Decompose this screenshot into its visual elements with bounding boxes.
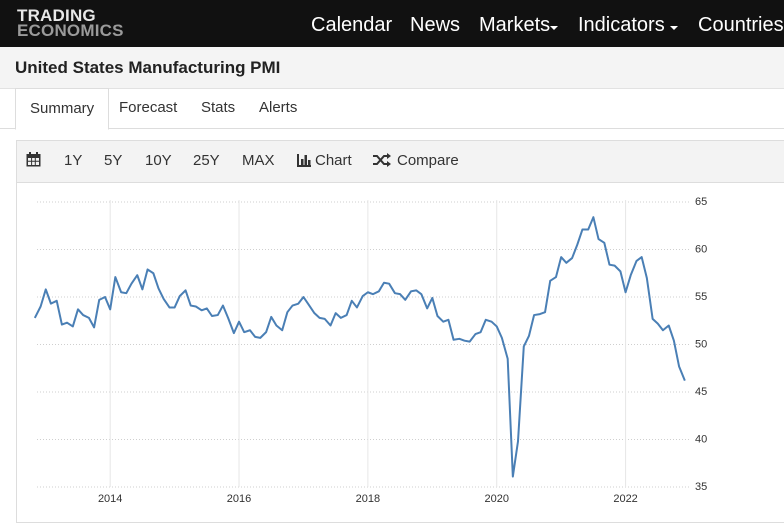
chart-button[interactable]: Chart <box>315 152 352 169</box>
x-tick-label: 2018 <box>356 493 380 505</box>
nav-item[interactable]: Indicators <box>578 14 665 36</box>
logo-bottom[interactable]: ECONOMICS <box>17 21 124 40</box>
tab[interactable]: Summary <box>15 88 110 130</box>
tab[interactable]: Alerts <box>259 99 298 116</box>
tab[interactable]: Stats <box>201 99 236 116</box>
compare-button[interactable]: Compare <box>397 152 459 169</box>
compare-icon[interactable] <box>373 153 391 167</box>
x-tick-label: 2020 <box>484 493 508 505</box>
y-tick-label: 50 <box>695 338 707 350</box>
dropdown-caret <box>670 26 678 30</box>
y-tick-label: 45 <box>695 386 707 398</box>
title-bar: United States Manufacturing PMI <box>0 47 784 89</box>
toolbar <box>16 140 784 183</box>
data-line <box>33 216 686 478</box>
chart: 35 40 45 50 55 60 65 2014 2016 2018 2020 2022 <box>33 196 707 505</box>
x-tick-label: 2016 <box>227 493 251 505</box>
y-tick-label: 35 <box>695 481 707 493</box>
y-tick-label: 55 <box>695 291 707 303</box>
range-button[interactable]: MAX <box>242 152 275 169</box>
y-tick-label: 40 <box>695 433 707 445</box>
x-tick-label: 2014 <box>98 493 122 505</box>
chart-frame <box>16 182 784 523</box>
logo-top[interactable]: TRADING <box>17 6 96 25</box>
page-title: United States Manufacturing PMI <box>15 58 281 77</box>
x-tick-label: 2022 <box>613 493 637 505</box>
nav-item[interactable]: Countries <box>698 14 784 36</box>
chart-icon[interactable] <box>297 153 311 167</box>
range-button[interactable]: 25Y <box>193 152 220 169</box>
tab[interactable]: Forecast <box>119 99 178 116</box>
range-button[interactable]: 5Y <box>104 152 123 169</box>
y-tick-label: 65 <box>695 196 707 208</box>
tab-line <box>0 128 784 129</box>
range-button[interactable]: 1Y <box>64 152 83 169</box>
nav-item[interactable]: Calendar <box>311 14 393 36</box>
y-tick-label: 60 <box>695 243 707 255</box>
top-bar: TRADING ECONOMICS Calendar News Markets … <box>0 0 784 47</box>
nav-item[interactable]: Markets <box>479 14 551 36</box>
range-button[interactable]: 10Y <box>145 152 172 169</box>
nav-item[interactable]: News <box>410 14 461 36</box>
dropdown-caret <box>550 26 558 30</box>
calendar-icon[interactable] <box>26 152 41 167</box>
